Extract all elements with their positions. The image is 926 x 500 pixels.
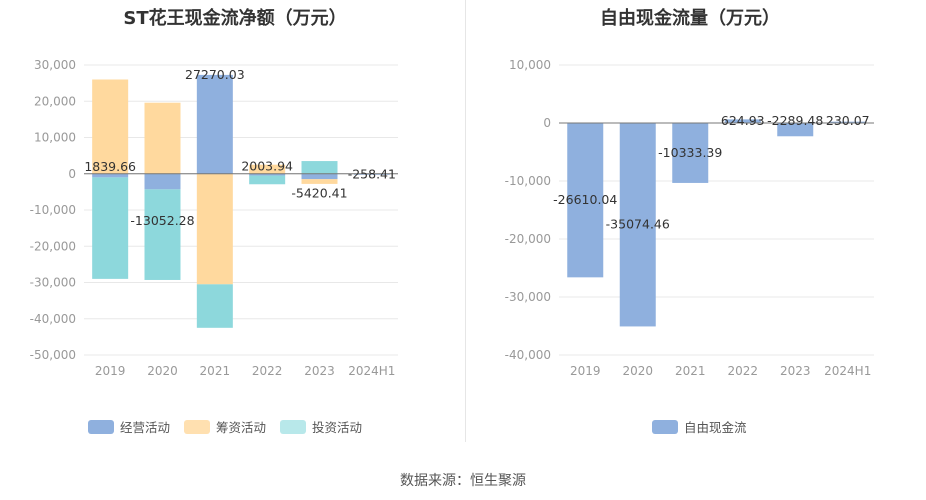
cashflow-bar-筹资活动-2023 — [301, 179, 338, 184]
legend-swatch — [652, 419, 678, 434]
legend-label: 投资活动 — [312, 420, 363, 435]
legend-swatch — [184, 419, 211, 434]
panel-divider — [465, 0, 466, 442]
cashflow-data-label: -13052.28 — [130, 213, 194, 228]
legend-item[interactable]: 投资活动 — [280, 417, 362, 436]
cashflow-xtick-label: 2022 — [252, 364, 283, 378]
cashflow-xtick-label: 2024H1 — [348, 364, 395, 378]
cashflow-ytick-label: -40,000 — [30, 312, 76, 326]
legend-free-cashflow: 自由现金流 — [652, 417, 761, 436]
legend-label: 经营活动 — [120, 420, 171, 435]
cashflow-bar-经营活动-2021 — [196, 74, 233, 174]
fcf-xtick-label: 2019 — [570, 364, 601, 378]
legend-label: 自由现金流 — [684, 420, 747, 435]
cashflow-ytick-label: -50,000 — [30, 348, 76, 362]
cashflow-xtick-label: 2019 — [95, 364, 126, 378]
cashflow-data-label: 27270.03 — [185, 67, 245, 82]
legend-item[interactable]: 筹资活动 — [184, 417, 266, 436]
fcf-data-label: -10333.39 — [658, 145, 722, 160]
cashflow-data-label: 1839.66 — [84, 159, 136, 174]
legend-swatch — [280, 419, 307, 434]
fcf-data-label: -26610.04 — [553, 192, 617, 207]
fcf-bar-自由现金流-2024H1 — [829, 121, 866, 123]
fcf-ytick-label: -20,000 — [505, 232, 551, 246]
fcf-bar-自由现金流-2022 — [724, 119, 761, 123]
fcf-xtick-label: 2022 — [727, 364, 758, 378]
cashflow-xtick-label: 2021 — [200, 364, 231, 378]
cashflow-bar-投资活动-2019 — [92, 177, 129, 279]
fcf-xtick-label: 2021 — [675, 364, 706, 378]
cashflow-data-label: -258.41 — [348, 167, 396, 182]
fcf-ytick-label: 10,000 — [509, 58, 551, 72]
cashflow-bar-经营活动-2020 — [144, 173, 181, 190]
data-source: 数据来源：恒生聚源 — [400, 473, 526, 489]
legend-cashflow: 经营活动 筹资活动 投资活动 — [88, 417, 376, 436]
legend-label: 筹资活动 — [216, 420, 267, 435]
fcf-bar-自由现金流-2021 — [672, 123, 709, 183]
cashflow-ytick-label: 20,000 — [34, 94, 76, 108]
fcf-data-label: -2289.48 — [767, 113, 823, 128]
cashflow-xtick-label: 2023 — [304, 364, 335, 378]
cashflow-bar-经营活动-2019 — [92, 173, 129, 178]
cashflow-ytick-label: 0 — [68, 167, 76, 181]
chart-title-free-cashflow: 自由现金流量（万元） — [600, 8, 780, 29]
cashflow-bar-投资活动-2023 — [301, 161, 338, 174]
fcf-xtick-label: 2020 — [622, 364, 653, 378]
legend-item[interactable]: 自由现金流 — [652, 417, 747, 436]
fcf-ytick-label: 0 — [543, 116, 551, 130]
legend-swatch — [88, 419, 114, 434]
fcf-xtick-label: 2024H1 — [824, 364, 871, 378]
cashflow-ytick-label: 30,000 — [34, 58, 76, 72]
fcf-bar-自由现金流-2019 — [567, 123, 604, 278]
fcf-ytick-label: -40,000 — [505, 348, 551, 362]
cashflow-ytick-label: -30,000 — [30, 276, 76, 290]
cashflow-data-label: 2003.94 — [241, 158, 293, 173]
fcf-data-label: -35074.46 — [606, 217, 670, 232]
cashflow-bar-筹资活动-2021 — [196, 173, 233, 285]
cashflow-ytick-label: -20,000 — [30, 239, 76, 253]
fcf-ytick-label: -10,000 — [505, 174, 551, 188]
fcf-data-label: 624.93 — [721, 113, 765, 128]
cashflow-bar-筹资活动-2022 — [249, 164, 286, 174]
fcf-xtick-label: 2023 — [780, 364, 811, 378]
cashflow-bar-筹资活动-2019 — [92, 79, 129, 174]
cashflow-ytick-label: 10,000 — [34, 131, 76, 145]
cashflow-bar-筹资活动-2020 — [144, 102, 181, 174]
fcf-bar-自由现金流-2020 — [619, 123, 656, 327]
cashflow-data-label: -5420.41 — [291, 185, 347, 200]
fcf-bar-自由现金流-2023 — [777, 123, 814, 137]
cashflow-bar-经营活动-2023 — [301, 173, 338, 180]
cashflow-bar-投资活动-2020 — [144, 189, 181, 280]
cashflow-bar-经营活动-2022 — [249, 173, 286, 176]
cashflow-ytick-label: -10,000 — [30, 203, 76, 217]
chart-title-cashflow: ST花王现金流净额（万元） — [123, 8, 347, 29]
cashflow-bar-投资活动-2022 — [249, 175, 286, 185]
cashflow-bar-投资活动-2021 — [196, 284, 233, 328]
legend-item[interactable]: 经营活动 — [88, 417, 170, 436]
cashflow-xtick-label: 2020 — [147, 364, 178, 378]
fcf-data-label: 230.07 — [826, 113, 870, 128]
fcf-ytick-label: -30,000 — [505, 290, 551, 304]
